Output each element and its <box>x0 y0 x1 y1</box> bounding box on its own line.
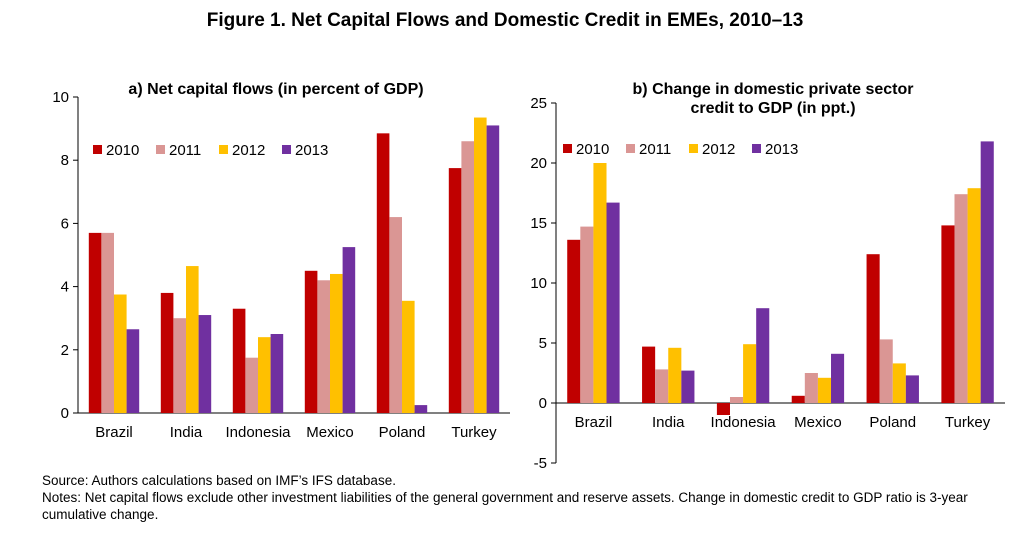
figure-title: Figure 1. Net Capital Flows and Domestic… <box>206 10 804 31</box>
chart-b-bar-poland-2013 <box>905 375 919 403</box>
chart-b-legend-label: 2012 <box>702 141 735 158</box>
chart-a-y-tick-label: 2 <box>61 342 69 359</box>
chart-a-category-label: Indonesia <box>225 424 291 441</box>
chart-a-bar-poland-2012 <box>402 300 415 413</box>
chart-b-bar-poland-2012 <box>892 363 906 403</box>
chart-b-legend-label: 2011 <box>639 141 671 158</box>
chart-b-y-tick-label: 25 <box>530 95 547 112</box>
chart-a-y-tick-label: 8 <box>61 152 69 169</box>
chart-a-bar-mexico-2013 <box>342 247 356 413</box>
chart-b-legend-swatch <box>563 144 572 153</box>
chart-b-bar-mexico-2012 <box>817 377 832 403</box>
chart-b-legend-label: 2010 <box>576 141 609 158</box>
chart-b-bar-indonesia-2010 <box>716 403 730 415</box>
chart-a-category-label: Turkey <box>451 424 497 441</box>
chart-a-category-label: Poland <box>379 424 426 441</box>
source-text: Source: Authors calculations based on IM… <box>42 473 396 488</box>
chart-a-legend-label: 2011 <box>169 142 201 159</box>
chart-a-bar-brazil-2013 <box>126 329 140 413</box>
chart-a-bar-indonesia-2010 <box>232 308 246 413</box>
chart-b-bar-brazil-2010 <box>567 239 581 403</box>
notes-text: Notes: Net capital flows exclude other i… <box>42 490 968 522</box>
chart-b-bar-mexico-2010 <box>791 395 805 403</box>
chart-a-category-label: Mexico <box>306 424 354 441</box>
chart-a-y-tick-label: 6 <box>61 215 69 232</box>
chart-a-y-tick-label: 10 <box>52 89 69 106</box>
chart-a-legend-swatch <box>156 145 165 154</box>
chart-a-bar-turkey-2013 <box>486 125 500 413</box>
chart-a-legend-swatch <box>282 145 291 154</box>
chart-b-bar-india-2010 <box>642 346 656 403</box>
chart-a-bar-poland-2013 <box>414 405 428 413</box>
chart-b-bar-indonesia-2013 <box>756 308 770 403</box>
chart-b-bar-indonesia-2011 <box>729 397 744 403</box>
chart-a-bar-indonesia-2011 <box>245 357 258 413</box>
chart-b-bar-mexico-2013 <box>831 353 845 403</box>
chart-a-bar-turkey-2012 <box>474 117 487 413</box>
chart-b-bar-india-2013 <box>681 370 695 403</box>
chart-b-bar-india-2011 <box>655 369 669 403</box>
chart-a-bar-poland-2011 <box>389 217 402 413</box>
chart-b-bar-brazil-2011 <box>580 226 594 403</box>
chart-a-legend-label: 2013 <box>295 142 328 159</box>
chart-a-bar-mexico-2012 <box>330 273 343 413</box>
chart-b-bar-brazil-2013 <box>606 202 620 403</box>
chart-a-title: a) Net capital flows (in percent of GDP) <box>128 81 423 98</box>
chart-a-bar-brazil-2012 <box>114 294 127 413</box>
chart-b-y-tick-label: -5 <box>534 455 547 472</box>
chart-b-bar-mexico-2011 <box>804 373 818 403</box>
chart-a-category-label: India <box>170 424 203 441</box>
chart-a-bar-india-2011 <box>173 318 186 413</box>
chart-a-legend-label: 2012 <box>232 142 265 159</box>
chart-a-bar-brazil-2010 <box>88 232 102 413</box>
chart-b-bar-turkey-2013 <box>980 141 994 403</box>
chart-b-category-label: Poland <box>869 414 916 431</box>
chart-b-category-label: Brazil <box>575 414 613 431</box>
chart-b-bar-poland-2011 <box>879 339 893 403</box>
chart-b-legend-swatch <box>752 144 761 153</box>
chart-a-bar-poland-2010 <box>376 133 390 413</box>
chart-b-y-tick-label: 15 <box>530 215 547 232</box>
chart-b-y-tick-label: 0 <box>539 395 547 412</box>
chart-a-bar-turkey-2010 <box>448 168 462 413</box>
chart-b-category-label: Turkey <box>945 414 991 431</box>
chart-b-bar-india-2012 <box>668 347 682 403</box>
chart-b-y-tick-label: 10 <box>530 275 547 292</box>
chart-a-bar-india-2010 <box>160 292 174 413</box>
figure-notes: Source: Authors calculations based on IM… <box>42 472 982 523</box>
chart-a-legend-label: 2010 <box>106 142 139 159</box>
chart-a-bar-indonesia-2013 <box>270 334 284 413</box>
chart-a-bar-mexico-2010 <box>304 270 318 413</box>
chart-a-bar-brazil-2011 <box>101 232 114 413</box>
chart-a-y-tick-label: 4 <box>61 279 69 296</box>
chart-b-legend-swatch <box>689 144 698 153</box>
chart-b-bar-poland-2010 <box>866 254 880 403</box>
chart-b-legend-swatch <box>626 144 635 153</box>
chart-a-legend-swatch <box>93 145 102 154</box>
chart-a-category-label: Brazil <box>95 424 133 441</box>
chart-a-bar-indonesia-2012 <box>258 337 271 413</box>
chart-a-bar-india-2012 <box>186 266 199 413</box>
chart-b-bar-turkey-2011 <box>954 194 968 403</box>
chart-b-title: b) Change in domestic private sector cred… <box>633 81 914 117</box>
chart-b-bar-indonesia-2012 <box>743 344 757 403</box>
chart-a-legend-swatch <box>219 145 228 154</box>
chart-b-bar-brazil-2012 <box>593 163 607 403</box>
chart-b-y-tick-label: 5 <box>539 335 547 352</box>
chart-a-bar-india-2013 <box>198 315 212 413</box>
chart-a-bar-turkey-2011 <box>461 141 474 414</box>
chart-a-y-tick-label: 0 <box>61 405 69 422</box>
chart-b-y-tick-label: 20 <box>530 155 547 172</box>
chart-a-bar-mexico-2011 <box>317 280 330 413</box>
chart-b-category-label: Indonesia <box>711 414 777 431</box>
chart-b-category-label: Mexico <box>794 414 842 431</box>
chart-b-category-label: India <box>652 414 685 431</box>
chart-b-bar-turkey-2012 <box>967 188 981 403</box>
chart-b-legend-label: 2013 <box>765 141 798 158</box>
chart-b-bar-turkey-2010 <box>941 225 955 403</box>
